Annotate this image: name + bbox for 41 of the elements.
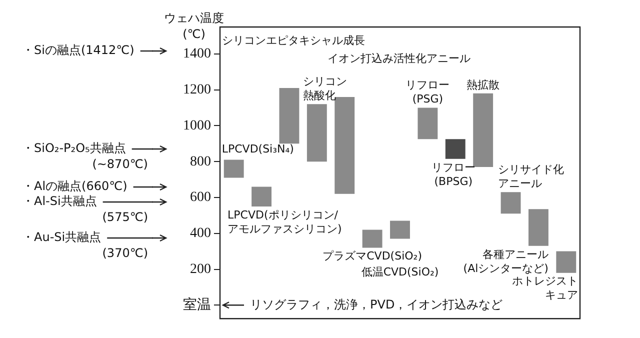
text: ・Al-Si共融点 (575℃) — [22, 194, 148, 224]
annotation: リフロー (BPSG) — [431, 160, 476, 188]
bar — [334, 96, 355, 194]
bar — [556, 251, 576, 273]
text: ・Alの融点(660℃) — [22, 179, 128, 194]
bar — [362, 230, 382, 248]
y-axis-title: ウェハ温度 (℃) — [164, 11, 224, 42]
annotation: ホトレジストキュア — [512, 274, 578, 302]
y-tick-label: 1400 — [183, 46, 211, 62]
y-tick-label: 1000 — [183, 118, 211, 134]
text: ・Au-Si共融点 (370℃) — [22, 230, 148, 260]
annotation: プラズマCVD(SiO₂) — [322, 250, 422, 263]
annotation: リフロー (PSG) — [406, 78, 450, 106]
y-tick-label: 400 — [190, 226, 211, 242]
bar — [445, 139, 466, 159]
annotation: 低温CVD(SiO₂) — [361, 266, 439, 279]
y-tick-label: 室温 — [183, 296, 211, 313]
bar — [390, 220, 410, 239]
text: ・SiO₂-P₂O₅共融点 (~870℃) — [22, 141, 148, 172]
y-tick-label: 200 — [190, 262, 211, 277]
annotation: リソグラフィ，洗浄，PVD，イオン打込みなど — [250, 297, 503, 312]
bar — [279, 88, 300, 144]
bar — [528, 209, 548, 246]
bar — [224, 160, 244, 178]
bar — [473, 93, 494, 167]
annotation: シリコン熱酸化 — [302, 75, 347, 102]
bar — [418, 108, 438, 140]
y-tick-label: 1200 — [183, 82, 211, 98]
annotation: イオン打込み活性化アニール — [328, 52, 471, 65]
y-tick-label: 600 — [190, 190, 211, 206]
annotation: 熱拡散 — [466, 78, 500, 92]
annotation: LPCVD(Si₃N₄) — [222, 142, 294, 156]
annotation: LPCVD(ポリシリコン/ アモルファスシリコン) — [228, 208, 342, 236]
annotation: シリサイド化アニール — [498, 162, 564, 190]
bar — [252, 186, 272, 206]
annotation: 各種アニール (Alシンターなど) — [463, 248, 548, 275]
annotation: シリコンエピタキシャル成長 — [222, 34, 366, 47]
bar — [306, 104, 327, 162]
y-tick-label: 800 — [190, 154, 211, 170]
bar — [500, 192, 521, 214]
text: ・Siの融点(1412℃) — [22, 43, 134, 58]
